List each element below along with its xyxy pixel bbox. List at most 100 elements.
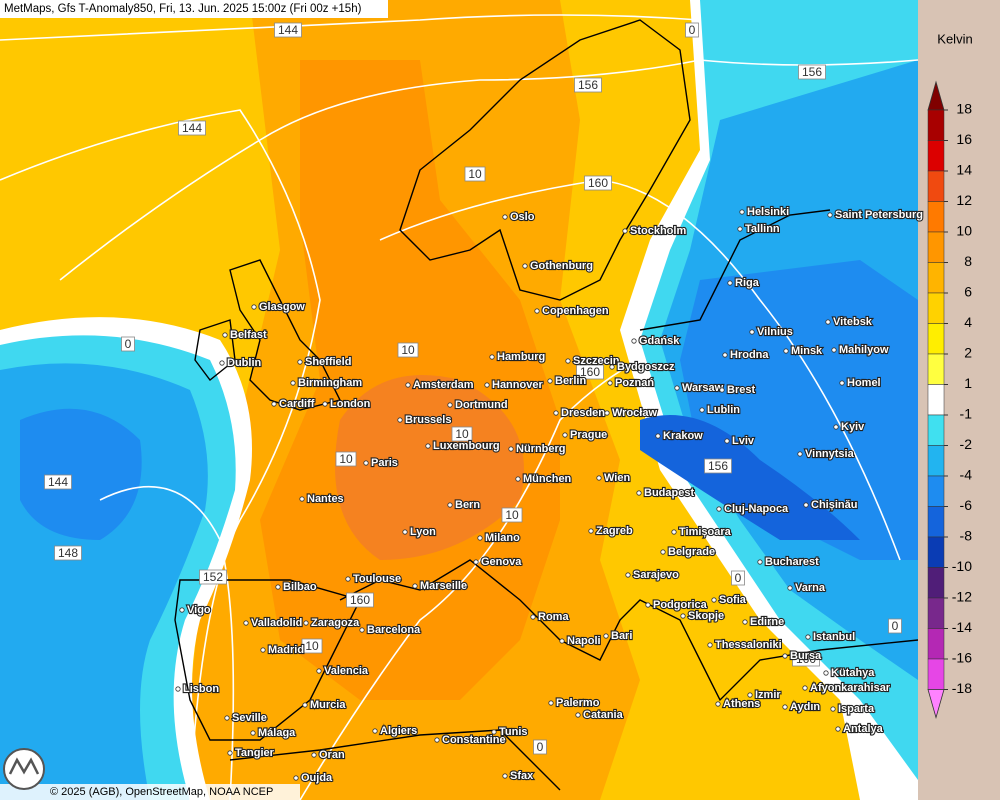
city-label: Zaragoza [311,617,360,629]
legend-tick-label: -8 [960,528,973,544]
city-label: Bucharest [765,556,819,568]
city-dot [715,701,721,707]
city-label: München [523,473,572,485]
city-label: Paris [371,457,398,469]
legend-title: Kelvin [937,31,972,46]
legend-band [927,262,945,294]
city-label: Budapest [644,487,694,499]
city-dot [515,476,521,482]
contour-label-box [178,120,206,136]
contour-label: 152 [203,570,223,584]
city-dot [243,620,249,626]
city-label: Luxembourg [433,440,500,452]
city-label: Sfax [510,770,534,782]
city-dot [502,214,508,220]
city-label: Gdańsk [639,335,680,347]
city-dot [405,382,411,388]
legend-band [927,475,945,507]
city-dot [603,633,609,639]
city-dot [363,460,369,466]
city-dot [655,433,661,439]
city-label: Amsterdam [413,379,474,391]
city-dot [302,702,308,708]
city-dot [831,347,837,353]
city-label: Podgorica [653,599,708,611]
city-dot [739,209,745,215]
city-dot [671,529,677,535]
contour-label: 10 [455,427,469,441]
city-dot [835,726,841,732]
contour-label-box [335,451,357,467]
city-dot [724,438,730,444]
city-label: Skopje [688,610,724,622]
city-label: Athens [723,698,760,710]
city-dot [316,668,322,674]
contour-label-box [397,342,419,358]
city-label: Izmir [755,689,781,701]
city-dot [742,619,748,625]
contour-label: 10 [339,452,353,466]
contour-label-box [346,592,374,608]
city-dot [412,583,418,589]
city-dot [719,387,725,393]
city-label: Oslo [510,211,535,223]
contour-label-box [301,638,323,654]
city-label: Hrodna [730,349,769,361]
city-label: Kyiv [841,421,865,433]
city-dot [825,319,831,325]
contour-label-box [888,618,902,634]
city-label: Nantes [307,493,344,505]
city-label: Birmingham [298,377,362,389]
legend-tick-label: 16 [956,131,972,147]
contour-label-box [798,64,826,80]
city-dot [747,692,753,698]
contour-label: 160 [350,593,370,607]
city-label: Thessaloniki [715,639,782,651]
city-label: Gothenburg [530,260,593,272]
contour-label-box [731,570,745,586]
city-label: Roma [538,611,569,623]
coastlines [174,19,918,791]
legend-band [927,201,945,233]
footer-bar [0,784,300,800]
city-label: Homel [847,377,881,389]
city-dot [607,380,613,386]
city-dot [219,360,225,366]
contour-label-box [274,22,302,38]
city-dot [222,332,228,338]
city-dot [322,401,328,407]
city-label: Lyon [410,526,436,538]
legend-band [927,506,945,538]
legend-band [927,597,945,629]
city-label: Seville [232,712,267,724]
map-field [0,0,918,800]
city-label: Lisbon [183,683,219,695]
city-label: Vinnytsia [805,448,855,460]
contour-label: 10 [468,167,482,181]
city-label: Bilbao [283,581,317,593]
legend-tick-label: -10 [952,558,972,574]
legend-band [927,109,945,141]
legend-band [927,384,945,416]
city-dot [473,559,479,565]
city-label: Prague [570,429,607,441]
city-dot [434,737,440,743]
contour-label-box [464,166,486,182]
city-label: Dortmund [455,399,508,411]
city-dot [660,549,666,555]
city-label: Vilnius [757,326,793,338]
city-dot [489,354,495,360]
city-dot [625,572,631,578]
legend-band [927,353,945,385]
city-label: Madrid [268,644,304,656]
legend-tick-label: 8 [964,253,972,269]
city-dot [477,535,483,541]
logo [3,748,45,790]
city-label: Valencia [324,665,369,677]
legend-band [927,536,945,568]
city-dot [737,226,743,232]
city-dot [783,348,789,354]
logo-mark [8,757,40,775]
city-label: Isparta [838,703,875,715]
